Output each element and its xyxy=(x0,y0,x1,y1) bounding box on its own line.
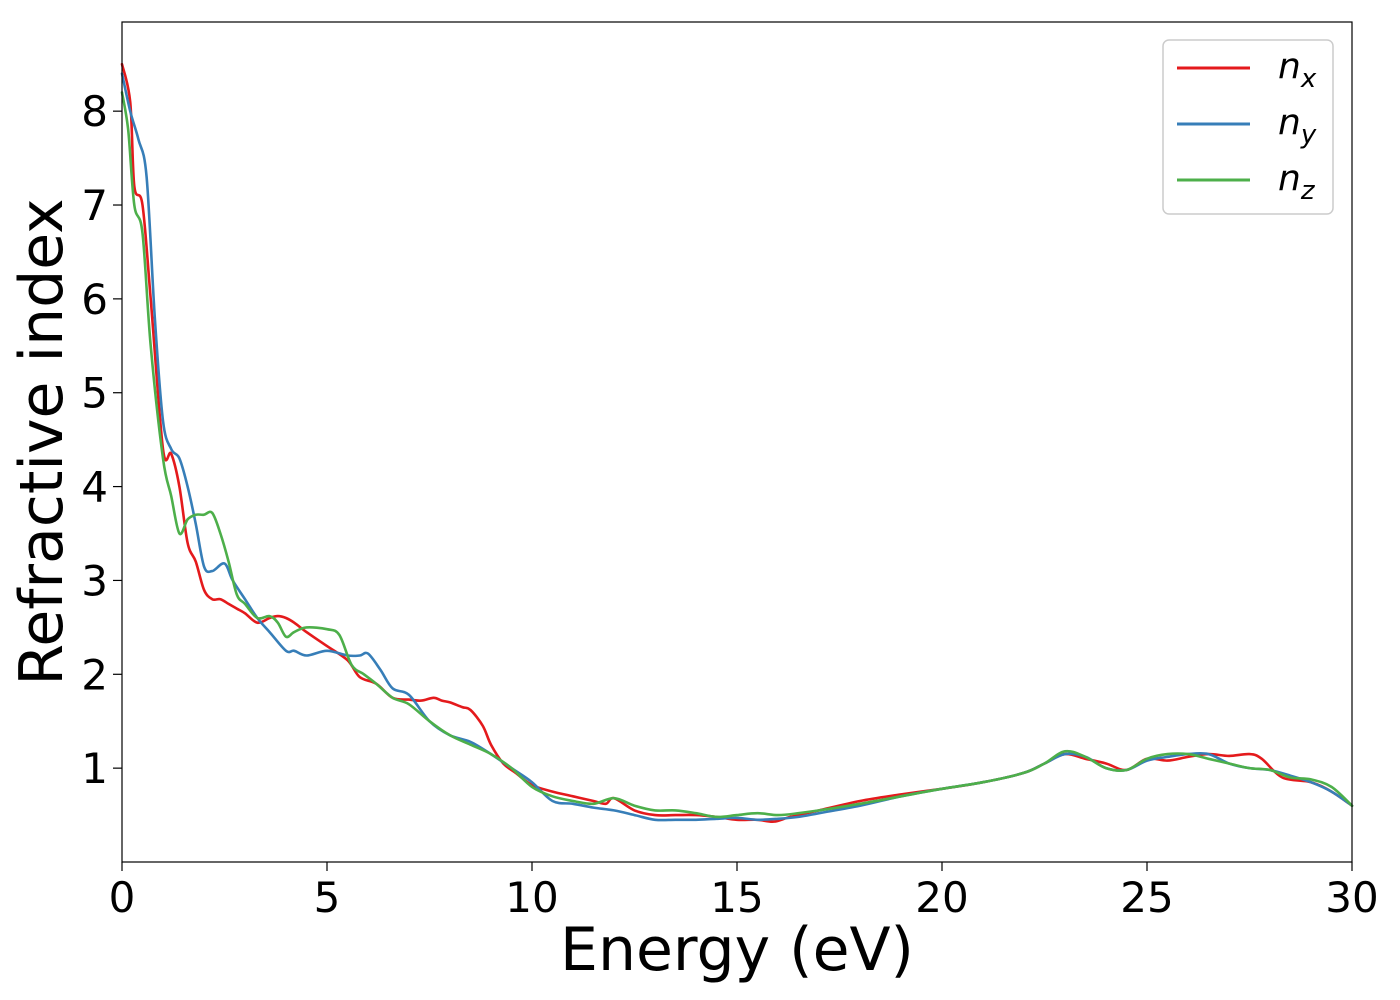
x-tick-label: 25 xyxy=(1120,873,1173,922)
y-tick-label: 2 xyxy=(81,650,108,699)
y-tick-label: 7 xyxy=(81,181,108,230)
series-line-x xyxy=(120,62,1354,823)
y-tick-label: 8 xyxy=(81,87,108,136)
x-tick-label: 20 xyxy=(915,873,968,922)
legend-label-subscript: y xyxy=(1300,120,1317,150)
legend-label-subscript: z xyxy=(1300,176,1316,206)
x-tick-label: 10 xyxy=(505,873,558,922)
x-axis-ticks: 0 5 10 15 20 25 30 xyxy=(109,862,1379,922)
legend-label-base: n xyxy=(1278,158,1301,199)
legend-label-y: ny xyxy=(1278,102,1317,150)
legend-label-base: n xyxy=(1278,46,1301,87)
y-tick-label: 6 xyxy=(81,275,108,324)
y-axis-label: Refractive index xyxy=(7,198,77,685)
legend-label-subscript: x xyxy=(1300,64,1317,94)
x-tick-label: 15 xyxy=(710,873,763,922)
x-tick-label: 5 xyxy=(314,873,341,922)
y-tick-label: 3 xyxy=(81,556,108,605)
y-tick-label: 4 xyxy=(81,463,108,512)
legend-label-base: n xyxy=(1278,102,1301,143)
x-axis-label: Energy (eV) xyxy=(560,915,914,985)
x-tick-label: 0 xyxy=(109,873,136,922)
series-line-z xyxy=(120,91,1354,819)
y-tick-label: 5 xyxy=(81,369,108,418)
x-tick-label: 30 xyxy=(1325,873,1378,922)
y-tick-label: 1 xyxy=(81,744,108,793)
legend-label-z: nz xyxy=(1278,158,1316,206)
series-layer xyxy=(120,62,1354,823)
legend-label-x: nx xyxy=(1278,46,1317,94)
y-axis-ticks: 1 2 3 4 5 6 7 8 xyxy=(81,87,122,793)
legend-box xyxy=(1162,39,1334,215)
